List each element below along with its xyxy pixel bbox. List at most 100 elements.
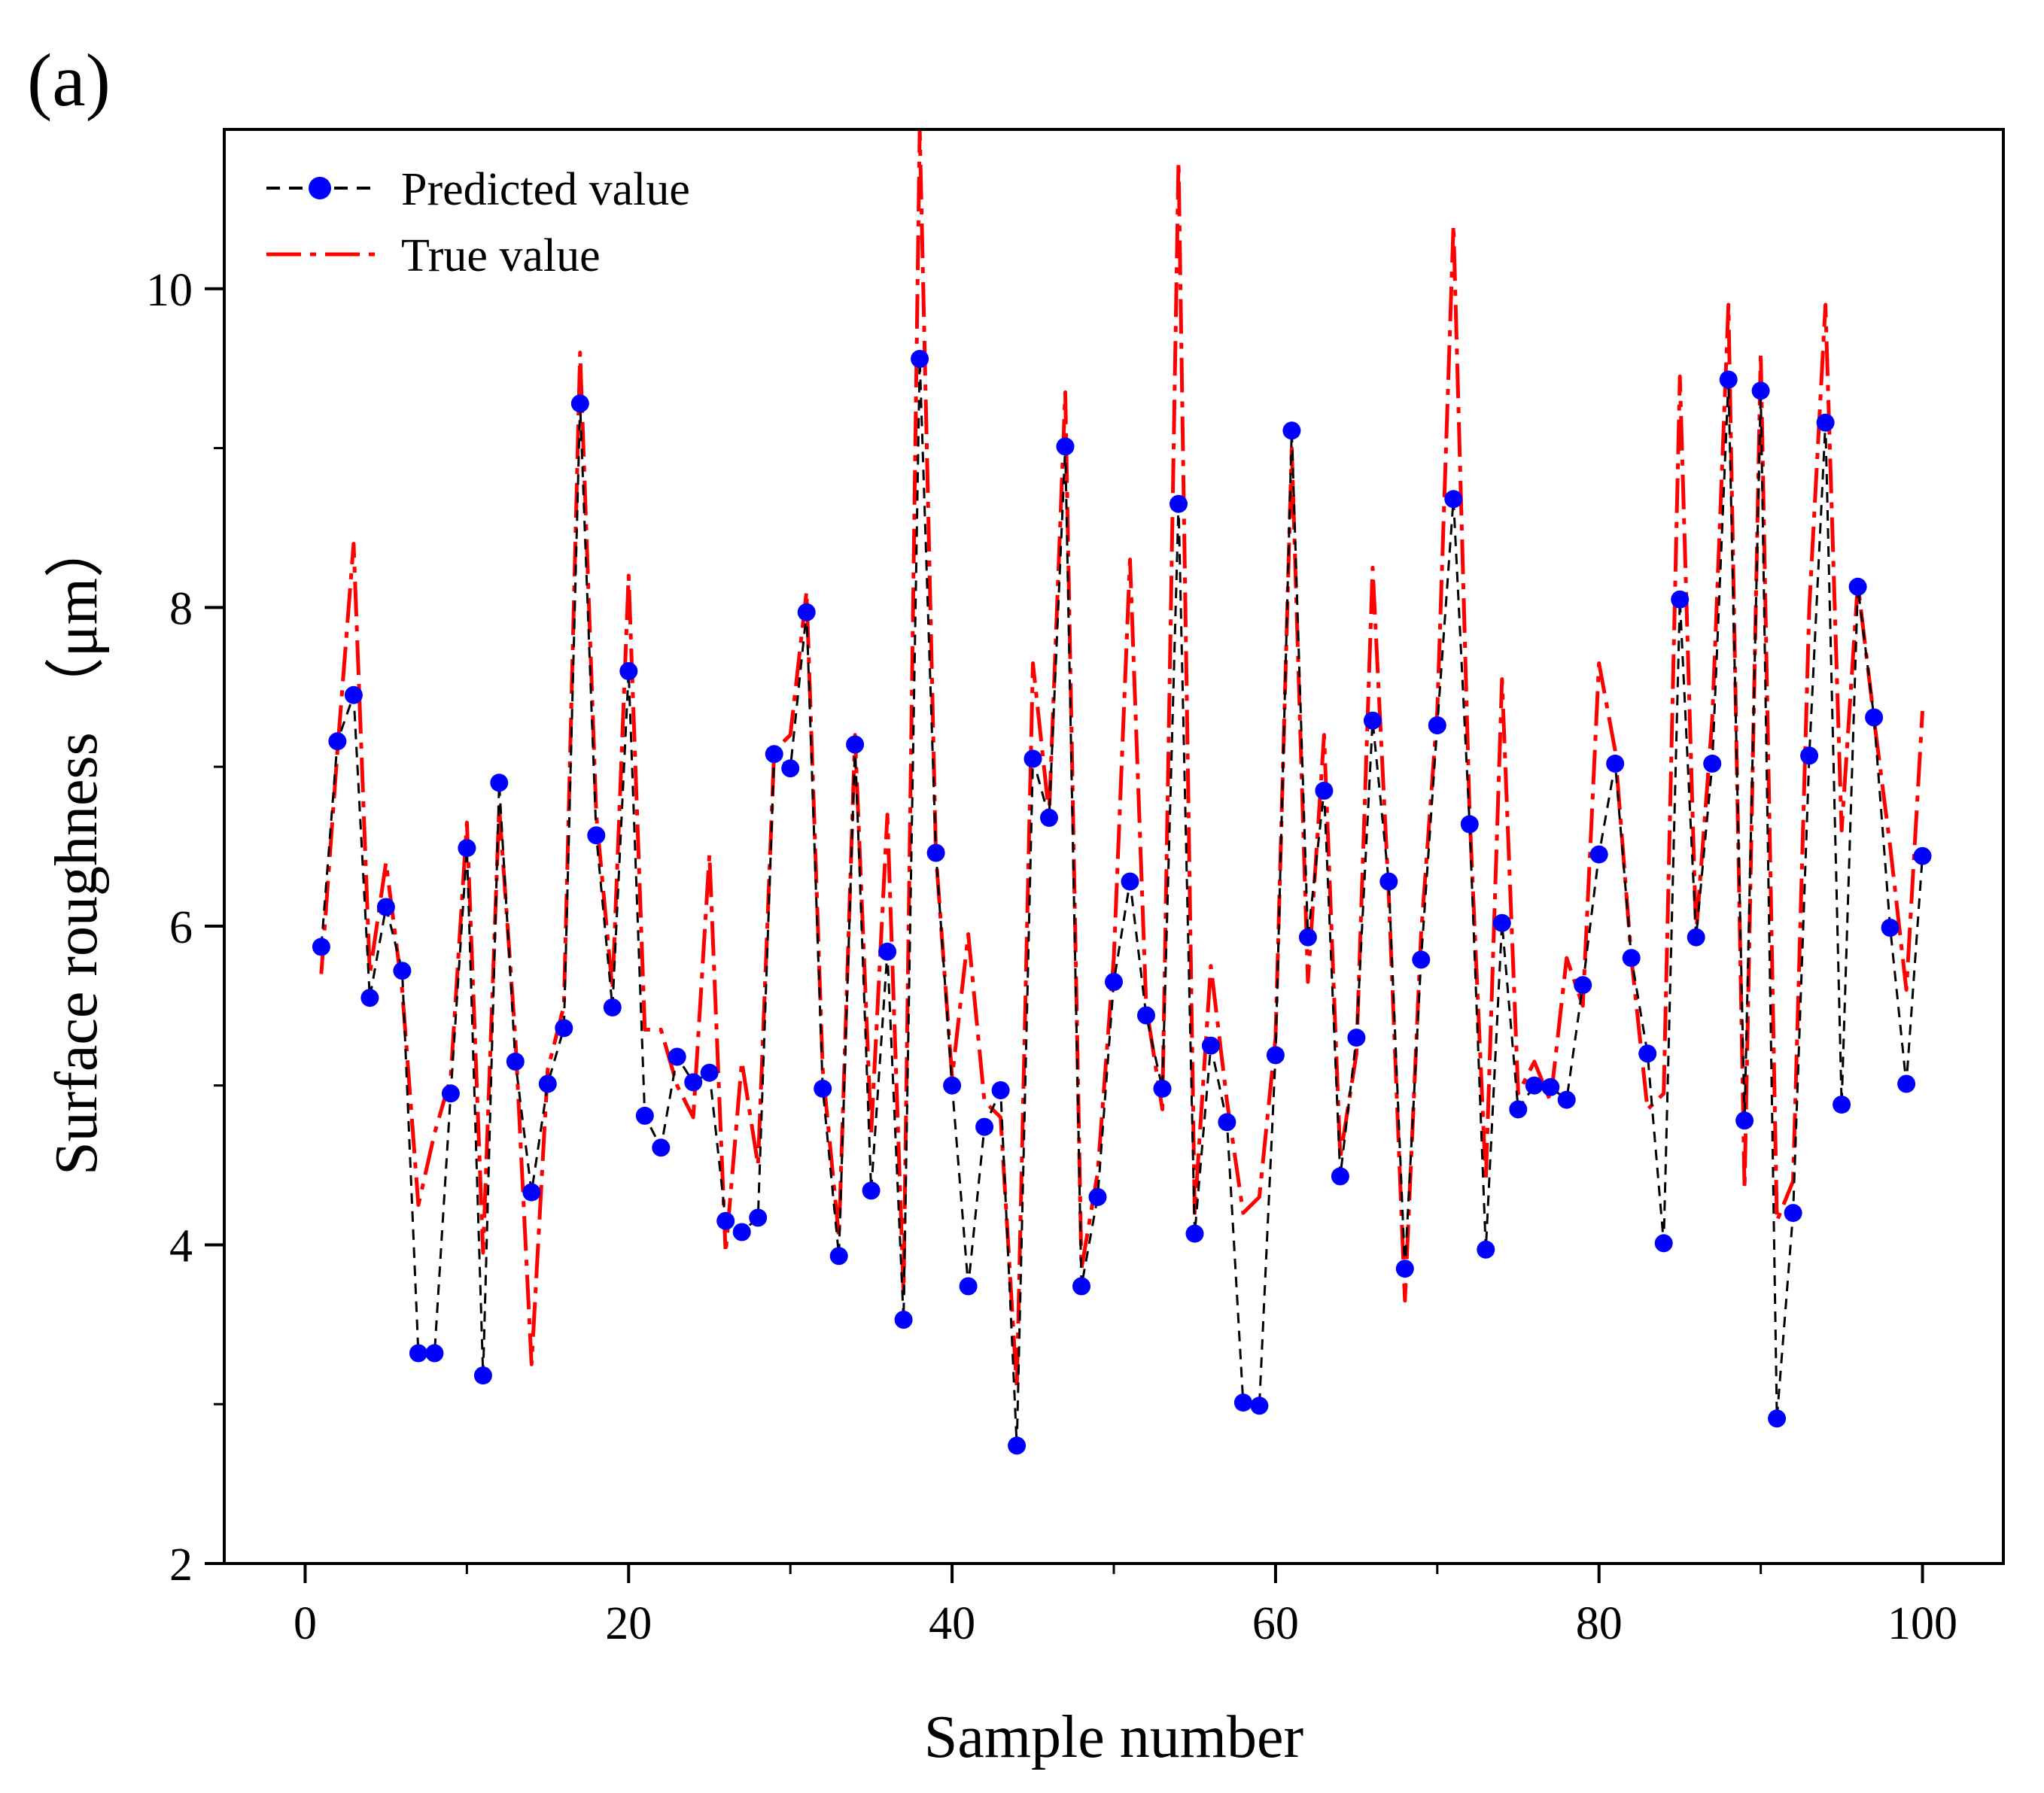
predicted-point-73 [1477,1240,1495,1259]
predicted-point-94 [1816,413,1835,432]
predicted-point-35 [862,1181,881,1200]
predicted-point-18 [587,826,606,845]
predicted-point-87 [1703,754,1722,773]
predicted-point-17 [570,394,589,413]
predicted-point-68 [1395,1260,1414,1278]
x-tick-label-0: 0 [294,1598,317,1649]
predicted-point-96 [1848,577,1867,596]
y-tick-label-8: 8 [169,583,193,634]
predicted-point-52 [1137,1006,1155,1025]
predicted-point-2 [328,732,347,751]
predicted-point-97 [1865,708,1884,727]
predicted-point-30 [781,759,800,778]
predicted-point-53 [1153,1079,1172,1098]
predicted-point-88 [1719,370,1738,389]
predicted-point-70 [1428,716,1446,734]
x-tick-label-80: 80 [1576,1598,1623,1649]
predicted-point-29 [765,745,783,764]
x-tick-label-40: 40 [929,1598,975,1649]
predicted-point-9 [441,1084,460,1103]
predicted-point-100 [1913,846,1932,865]
predicted-point-95 [1833,1096,1851,1114]
predicted-point-69 [1412,950,1431,969]
predicted-point-21 [635,1106,654,1125]
predicted-point-78 [1557,1090,1576,1109]
predicted-point-61 [1282,421,1301,440]
predicted-point-15 [538,1074,557,1093]
predicted-point-57 [1218,1113,1236,1132]
predicted-point-67 [1379,872,1398,891]
predicted-point-84 [1654,1234,1673,1253]
predicted-point-85 [1671,590,1690,609]
predicted-point-41 [959,1277,978,1296]
predicted-point-13 [506,1052,525,1071]
predicted-point-19 [603,998,622,1017]
legend-true-label: True value [401,230,601,281]
predicted-point-16 [555,1019,573,1038]
predicted-point-32 [814,1079,832,1098]
predicted-point-3 [344,685,363,704]
predicted-point-80 [1589,845,1608,864]
predicted-point-83 [1638,1044,1657,1063]
legend-predicted-label: Predicted value [401,164,690,215]
predicted-point-20 [619,662,638,680]
legend-entry-true: True value [266,230,601,281]
predicted-point-79 [1574,976,1592,995]
predicted-point-40 [943,1076,962,1095]
predicted-point-28 [749,1208,768,1227]
predicted-point-22 [652,1138,671,1157]
predicted-point-98 [1881,919,1900,937]
axis-ticks: 0 20 40 60 80 100 2 4 6 8 10 [146,265,1957,1649]
predicted-point-64 [1331,1167,1349,1186]
predicted-point-91 [1768,1409,1787,1428]
predicted-point-62 [1298,928,1317,947]
predicted-point-43 [991,1081,1010,1099]
predicted-point-66 [1363,711,1382,730]
predicted-point-49 [1088,1187,1107,1206]
predicted-point-86 [1687,928,1705,947]
predicted-point-37 [894,1311,913,1329]
predicted-point-51 [1121,872,1139,891]
predicted-point-23 [668,1047,686,1066]
predicted-point-59 [1250,1396,1269,1415]
legend-entry-predicted: Predicted value [266,164,690,215]
predicted-point-99 [1897,1074,1916,1093]
predicted-point-31 [797,603,816,621]
predicted-point-12 [490,773,509,792]
predicted-point-4 [360,989,379,1007]
predicted-point-48 [1072,1277,1090,1296]
predicted-point-65 [1347,1029,1366,1047]
predicted-point-77 [1541,1077,1560,1096]
legend-predicted-marker [309,177,331,199]
series-line-true-value [319,129,1924,1390]
predicted-point-7 [409,1344,427,1363]
predicted-point-39 [926,843,945,862]
panel-label: (a) [27,38,111,122]
series-layer [312,129,1932,1455]
predicted-point-42 [975,1117,994,1136]
legend: Predicted value True value [266,164,690,281]
predicted-point-5 [376,898,395,916]
x-axis-title: Sample number [924,1704,1303,1770]
predicted-point-24 [684,1073,703,1092]
predicted-point-90 [1751,381,1770,400]
predicted-point-14 [522,1183,541,1202]
predicted-point-76 [1525,1076,1544,1095]
predicted-point-25 [700,1063,719,1082]
predicted-point-38 [911,350,929,368]
predicted-point-27 [732,1223,751,1241]
predicted-point-1 [312,938,330,956]
y-axis-title: Surface roughness （μm） [44,518,110,1175]
predicted-point-93 [1800,746,1819,765]
predicted-point-81 [1606,754,1625,773]
predicted-point-72 [1460,815,1479,834]
x-tick-label-20: 20 [605,1598,652,1649]
y-tick-label-4: 4 [169,1220,193,1272]
predicted-point-47 [1056,437,1075,456]
predicted-point-36 [878,942,897,961]
predicted-point-82 [1622,949,1641,968]
predicted-point-33 [829,1247,848,1266]
predicted-point-89 [1735,1111,1754,1130]
